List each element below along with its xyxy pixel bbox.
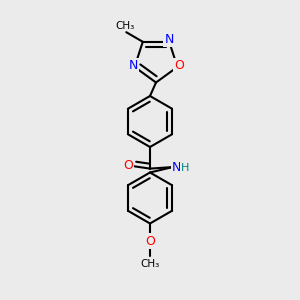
Text: N: N bbox=[164, 33, 174, 46]
Text: O: O bbox=[123, 159, 133, 172]
Text: O: O bbox=[145, 235, 155, 248]
Text: CH₃: CH₃ bbox=[140, 259, 160, 269]
Text: CH₃: CH₃ bbox=[115, 21, 134, 31]
Text: N: N bbox=[172, 160, 182, 174]
Text: H: H bbox=[181, 163, 189, 173]
Text: N: N bbox=[128, 59, 138, 72]
Text: O: O bbox=[174, 59, 184, 72]
